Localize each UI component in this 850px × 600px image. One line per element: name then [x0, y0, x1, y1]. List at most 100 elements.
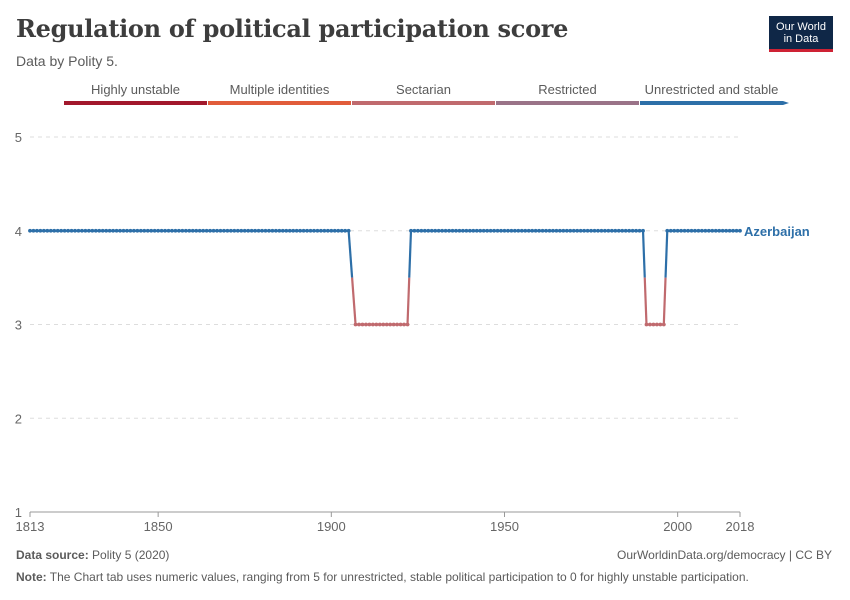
data-point[interactable]: [648, 322, 652, 327]
data-point[interactable]: [83, 228, 88, 233]
data-point[interactable]: [367, 322, 372, 327]
data-point[interactable]: [454, 228, 458, 233]
data-point[interactable]: [544, 228, 548, 233]
source-text[interactable]: Polity 5 (2020): [92, 548, 170, 562]
data-point[interactable]: [478, 228, 483, 233]
data-point[interactable]: [163, 228, 167, 233]
data-point[interactable]: [332, 228, 337, 233]
data-point[interactable]: [661, 322, 666, 327]
data-point[interactable]: [73, 228, 77, 233]
data-point[interactable]: [364, 322, 368, 327]
data-point[interactable]: [128, 228, 133, 233]
data-point[interactable]: [578, 228, 583, 233]
data-point[interactable]: [100, 228, 105, 233]
data-point[interactable]: [319, 228, 323, 233]
data-point[interactable]: [731, 228, 735, 233]
data-point[interactable]: [222, 228, 226, 233]
data-point[interactable]: [416, 228, 420, 233]
data-point[interactable]: [187, 228, 192, 233]
data-point[interactable]: [443, 228, 448, 233]
data-point[interactable]: [114, 228, 119, 233]
data-point[interactable]: [471, 228, 476, 233]
data-point[interactable]: [540, 228, 545, 233]
data-point[interactable]: [713, 228, 718, 233]
data-point[interactable]: [228, 228, 233, 233]
owid-logo[interactable]: Our World in Data: [769, 16, 833, 52]
data-point[interactable]: [523, 228, 528, 233]
data-point[interactable]: [156, 228, 161, 233]
data-point[interactable]: [76, 228, 81, 233]
data-point[interactable]: [575, 228, 580, 233]
data-point[interactable]: [31, 228, 36, 233]
data-point[interactable]: [568, 228, 573, 233]
data-point[interactable]: [274, 228, 278, 233]
data-point[interactable]: [38, 228, 43, 233]
data-point[interactable]: [433, 228, 438, 233]
data-point[interactable]: [270, 228, 275, 233]
data-point[interactable]: [547, 228, 552, 233]
legend-label-3[interactable]: Sectarian: [396, 82, 451, 97]
data-point[interactable]: [66, 228, 70, 233]
data-point[interactable]: [357, 322, 361, 327]
data-point[interactable]: [159, 228, 164, 233]
data-point[interactable]: [93, 228, 98, 233]
data-point[interactable]: [499, 228, 503, 233]
data-point[interactable]: [533, 228, 538, 233]
data-point[interactable]: [374, 322, 379, 327]
data-point[interactable]: [689, 228, 694, 233]
data-point[interactable]: [589, 228, 593, 233]
data-point[interactable]: [641, 228, 645, 233]
data-point[interactable]: [693, 228, 697, 233]
data-point[interactable]: [343, 228, 348, 233]
data-point[interactable]: [336, 228, 341, 233]
data-point[interactable]: [239, 228, 244, 233]
data-point[interactable]: [717, 228, 722, 233]
data-point[interactable]: [561, 228, 566, 233]
data-point[interactable]: [609, 228, 614, 233]
series-label[interactable]: Azerbaijan: [744, 224, 810, 239]
data-point[interactable]: [149, 228, 154, 233]
data-point[interactable]: [426, 228, 431, 233]
data-point[interactable]: [537, 228, 542, 233]
data-point[interactable]: [571, 228, 576, 233]
data-point[interactable]: [62, 228, 67, 233]
data-point[interactable]: [170, 228, 174, 233]
legend-label-4[interactable]: Restricted: [538, 82, 597, 97]
data-point[interactable]: [107, 228, 112, 233]
data-point[interactable]: [554, 228, 559, 233]
data-point[interactable]: [218, 228, 223, 233]
data-point[interactable]: [291, 228, 296, 233]
data-point[interactable]: [391, 322, 396, 327]
data-point[interactable]: [41, 228, 46, 233]
data-point[interactable]: [329, 228, 334, 233]
data-point[interactable]: [620, 228, 625, 233]
data-point[interactable]: [665, 228, 670, 233]
data-point[interactable]: [634, 228, 638, 233]
data-point[interactable]: [516, 228, 521, 233]
data-point[interactable]: [422, 228, 427, 233]
data-point[interactable]: [277, 228, 282, 233]
data-point[interactable]: [613, 228, 618, 233]
data-point[interactable]: [651, 322, 656, 327]
data-point[interactable]: [28, 228, 32, 233]
data-point[interactable]: [727, 228, 732, 233]
data-point[interactable]: [606, 228, 611, 233]
legend-swatch-5[interactable]: [640, 101, 783, 105]
data-point[interactable]: [700, 228, 704, 233]
data-point[interactable]: [201, 228, 206, 233]
data-point[interactable]: [346, 228, 351, 233]
data-point[interactable]: [696, 228, 701, 233]
data-point[interactable]: [180, 228, 185, 233]
data-point[interactable]: [388, 322, 393, 327]
data-point[interactable]: [138, 228, 143, 233]
data-point[interactable]: [405, 322, 410, 327]
data-point[interactable]: [173, 228, 178, 233]
data-point[interactable]: [706, 228, 711, 233]
data-point[interactable]: [294, 228, 299, 233]
data-point[interactable]: [720, 228, 725, 233]
data-point[interactable]: [208, 228, 212, 233]
data-point[interactable]: [242, 228, 247, 233]
data-point[interactable]: [86, 228, 91, 233]
data-point[interactable]: [256, 228, 261, 233]
data-point[interactable]: [190, 228, 195, 233]
